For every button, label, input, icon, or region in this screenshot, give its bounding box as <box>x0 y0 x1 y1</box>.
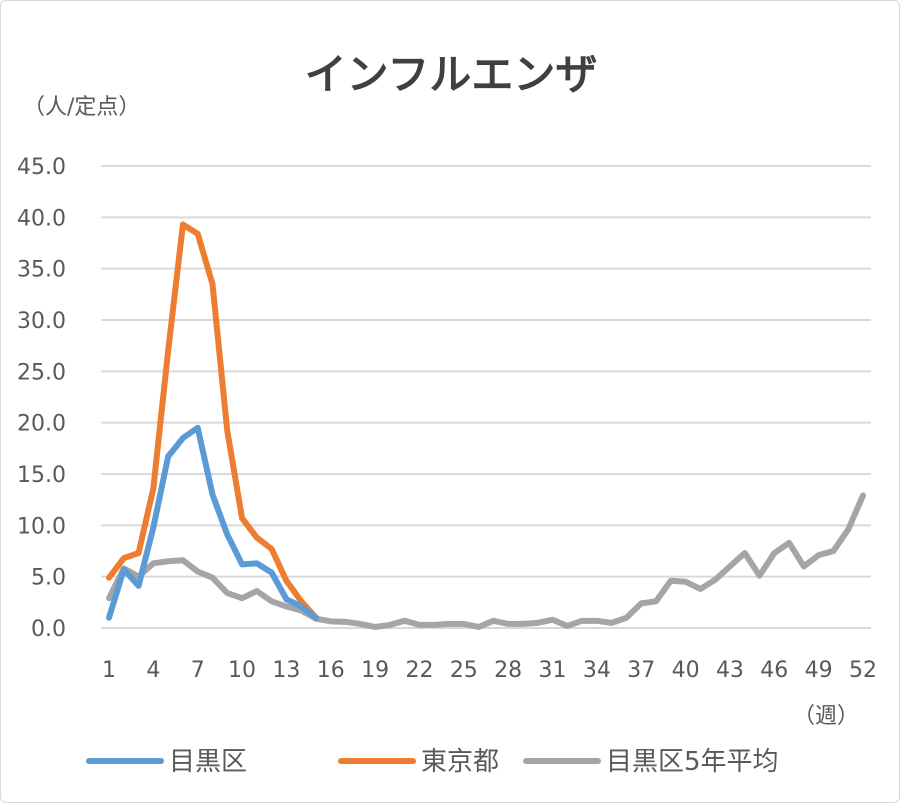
x-tick-label: 19 <box>361 658 389 683</box>
series-line-1 <box>106 221 319 621</box>
y-tick-label: 45.0 <box>17 155 66 180</box>
chart-title: インフルエンザ <box>305 50 598 99</box>
legend-item: 目黒区 <box>86 747 247 777</box>
x-tick-label: 28 <box>494 658 522 683</box>
x-axis-label: （週） <box>793 704 859 729</box>
series-line-2 <box>106 492 866 630</box>
series-line-0 <box>106 424 319 621</box>
x-tick-label: 40 <box>672 658 700 683</box>
y-tick-label: 30.0 <box>17 309 66 334</box>
y-axis-label: （人/定点） <box>23 95 140 120</box>
legend-item: 東京都 <box>338 747 499 777</box>
gridlines <box>101 165 871 629</box>
y-tick-label: 20.0 <box>17 412 66 437</box>
x-tick-label: 7 <box>191 658 205 683</box>
y-tick-label: 35.0 <box>17 258 66 283</box>
x-tick-label: 4 <box>146 658 160 683</box>
x-tick-label: 46 <box>760 658 788 683</box>
x-tick-labels: 1 4 7 10 13 16 19 22 25 28 31 34 37 40 43 46 49 52 <box>102 658 877 683</box>
series-lines <box>106 221 866 630</box>
x-tick-label: 52 <box>849 658 877 683</box>
x-tick-label: 1 <box>102 658 116 683</box>
x-tick-label: 13 <box>272 658 300 683</box>
x-tick-label: 25 <box>450 658 478 683</box>
x-tick-label: 22 <box>405 658 433 683</box>
y-tick-label: 40.0 <box>17 206 66 231</box>
x-tick-label: 43 <box>716 658 744 683</box>
y-tick-label: 0.0 <box>31 617 66 642</box>
legend: 目黒区 東京都 目黒区5年平均 <box>86 747 779 777</box>
x-tick-label: 37 <box>627 658 655 683</box>
legend-label: 目黒区5年平均 <box>606 747 779 777</box>
y-tick-labels: 0.0 5.0 10.0 15.0 20.0 25.0 30.0 35.0 40.0 45.0 <box>17 155 66 642</box>
y-tick-label: 10.0 <box>17 514 66 539</box>
legend-item: 目黒区5年平均 <box>523 747 779 777</box>
x-tick-label: 31 <box>539 658 567 683</box>
x-tick-label: 34 <box>583 658 611 683</box>
x-tick-label: 49 <box>805 658 833 683</box>
x-tick-label: 16 <box>317 658 345 683</box>
y-tick-label: 15.0 <box>17 463 66 488</box>
legend-label: 目黒区 <box>169 747 247 777</box>
y-tick-label: 5.0 <box>31 566 66 591</box>
x-tick-label: 10 <box>228 658 256 683</box>
legend-label: 東京都 <box>421 747 499 777</box>
y-tick-label: 25.0 <box>17 360 66 385</box>
